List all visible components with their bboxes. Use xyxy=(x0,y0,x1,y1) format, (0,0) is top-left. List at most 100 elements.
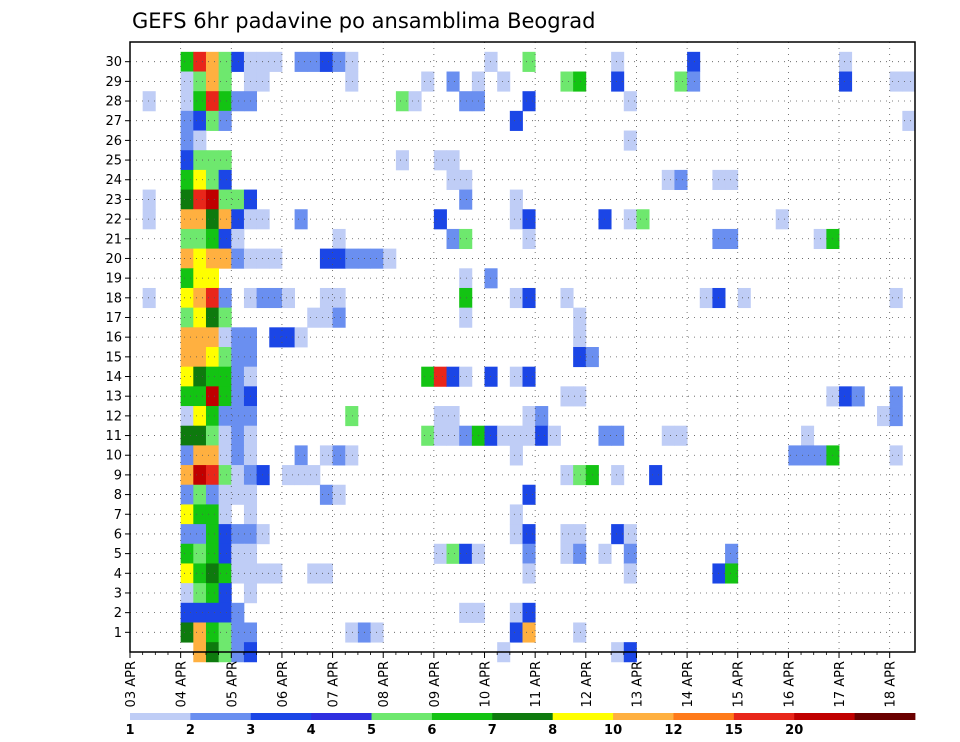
cell-m4-t10 xyxy=(256,563,270,584)
cell-m29-t5 xyxy=(193,71,207,92)
x-tick-label: 11 APR xyxy=(529,661,544,707)
y-tick-label: 30 xyxy=(105,55,122,70)
cell-m9-t10 xyxy=(256,465,270,486)
y-tick-label: 6 xyxy=(114,527,122,542)
cell-m8-t7 xyxy=(218,484,232,505)
cell-m21-t26 xyxy=(459,228,473,250)
cell-m21-t5 xyxy=(193,228,207,250)
cell-m9-t35 xyxy=(573,465,587,486)
cell-m4-t7 xyxy=(218,563,232,584)
colorbar: 1 2 3 4 5 6 7 8 10 12 15 20 xyxy=(125,713,916,738)
cell-m5-t5 xyxy=(193,543,207,564)
cell-m3-t4 xyxy=(180,583,194,604)
cell-m15-t4 xyxy=(180,347,194,368)
cell-m17-t15 xyxy=(319,307,333,328)
cell-m13-t35 xyxy=(573,386,587,407)
cell-m18-t1 xyxy=(142,287,156,309)
cell-m17-t4 xyxy=(180,307,194,328)
y-tick-label: 17 xyxy=(105,311,122,326)
cell-m28-t22 xyxy=(408,91,422,112)
cell-m6-t30 xyxy=(509,524,523,545)
colorbar-swatch xyxy=(311,713,372,720)
cell-m19-t5 xyxy=(193,268,207,289)
cell-m5-t34 xyxy=(560,543,574,564)
cell-m16-t8 xyxy=(231,327,245,348)
cell-m1-t19 xyxy=(370,622,384,643)
cell-m13-t8 xyxy=(231,386,245,407)
cell-m11-t28 xyxy=(484,425,498,446)
cell-m28-t7 xyxy=(218,91,232,112)
cell-m26-t5 xyxy=(193,130,207,151)
colorbar-label: 3 xyxy=(246,723,255,738)
x-tick-label: 10 APR xyxy=(479,661,494,707)
colorbar-label: 2 xyxy=(186,723,195,738)
y-tick-label: 15 xyxy=(105,350,122,365)
cell-m22-t1 xyxy=(142,209,156,230)
colorbar-label: 12 xyxy=(664,723,682,738)
cell-m11-t32 xyxy=(535,425,549,446)
cell-m14-t23 xyxy=(421,366,435,387)
cell-m29-t29 xyxy=(497,71,511,92)
y-tick-label: 3 xyxy=(114,586,122,601)
cell-m21-t8 xyxy=(231,228,245,250)
gridlines xyxy=(130,42,915,652)
cell-m11-t29 xyxy=(497,425,511,446)
cell-m20-t4 xyxy=(180,248,194,269)
cell-m22-t5 xyxy=(193,209,207,230)
cell-m1-t5 xyxy=(193,622,207,643)
cell-m6-t34 xyxy=(560,524,574,545)
y-tick-label: 14 xyxy=(105,370,122,385)
cell-m23-t6 xyxy=(205,189,220,210)
cell-m16-t11 xyxy=(269,327,283,348)
cell-m6-t39 xyxy=(623,524,637,545)
cell-m30-t38 xyxy=(611,51,625,72)
cell-m25-t25 xyxy=(446,150,460,171)
x-tick-label: 08 APR xyxy=(377,661,392,707)
cell-m16-t12 xyxy=(281,327,295,348)
x-tick-label: 03 APR xyxy=(124,661,139,707)
x-tick-label: 09 APR xyxy=(428,661,443,707)
cell-m3-t7 xyxy=(218,583,232,604)
cell-m4-t4 xyxy=(180,563,194,584)
cell-m9-t5 xyxy=(193,465,207,486)
cell-m20-t20 xyxy=(383,248,397,269)
cell-m20-t16 xyxy=(332,248,346,269)
cell-m11-t30 xyxy=(509,425,523,446)
cell-m5-t35 xyxy=(573,543,587,564)
cell-m24-t6 xyxy=(205,169,220,190)
cell-m2-t26 xyxy=(459,602,473,623)
x-tick-label: 06 APR xyxy=(276,661,291,707)
cell-m21-t25 xyxy=(446,228,460,250)
cell-m19-t6 xyxy=(205,268,220,289)
cell-m5-t8 xyxy=(231,543,245,564)
cell-m6-t8 xyxy=(231,524,245,545)
cell-m10-t60 xyxy=(889,445,903,466)
cell-m16-t4 xyxy=(180,327,194,348)
cell-m12-t4 xyxy=(180,406,194,427)
cell-m21-t16 xyxy=(332,228,346,250)
cell-m5-t4 xyxy=(180,543,194,564)
cell-m4-t47 xyxy=(725,563,739,584)
cell-m18-t4 xyxy=(180,287,194,309)
cell-m29-t25 xyxy=(446,71,460,92)
cell-m18-t15 xyxy=(319,287,333,309)
cell-m20-t10 xyxy=(256,248,270,269)
cell-m22-t30 xyxy=(509,209,523,230)
cell-m29-t60 xyxy=(889,71,903,92)
cell-m17-t7 xyxy=(218,307,232,328)
cell-m2-t31 xyxy=(522,602,536,623)
cell-m30-t8 xyxy=(231,51,245,72)
cell-m12-t7 xyxy=(218,406,232,427)
cell-m26-t39 xyxy=(623,130,637,151)
colorbar-swatch xyxy=(431,713,493,720)
cell-m19-t4 xyxy=(180,268,194,289)
cell-m15-t5 xyxy=(193,347,207,368)
cell-m10-t4 xyxy=(180,445,194,466)
cell-m22-t40 xyxy=(636,209,650,230)
y-tick-label: 23 xyxy=(105,193,122,208)
cell-m8-t8 xyxy=(231,484,245,505)
cell-m11-t24 xyxy=(433,425,447,446)
cell-m9-t12 xyxy=(281,465,295,486)
cell-m2-t5 xyxy=(193,602,207,623)
cell-m27-t4 xyxy=(180,110,194,131)
